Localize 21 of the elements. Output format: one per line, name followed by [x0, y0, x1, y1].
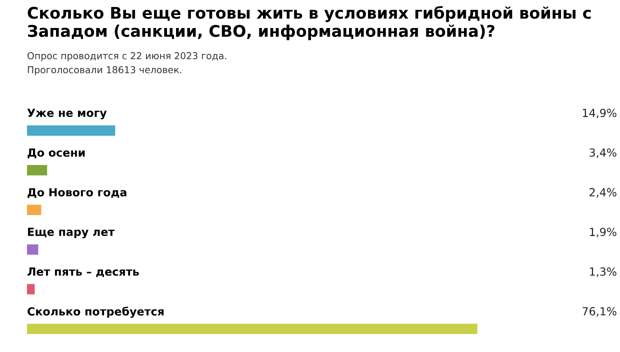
y-tick-label: До Нового года [28, 188, 126, 198]
y-tick-label: Лет пять – десять [28, 268, 139, 278]
data-label: 14,9% [582, 108, 616, 118]
text: Проголосовали 18613 человек. [28, 66, 182, 76]
bar [27, 125, 116, 136]
data-label: 76,1% [582, 307, 616, 317]
bar [27, 324, 478, 334]
text: Опрос проводится с 22 июня 2023 года. [28, 52, 226, 62]
data-label: 3,4% [590, 148, 616, 158]
y-tick-label: Еще пару лет [28, 228, 115, 238]
y-tick-label: Сколько потребуется [28, 306, 164, 318]
data-label: 2,4% [590, 188, 616, 198]
bar [27, 244, 38, 255]
y-tick-label: До осени [28, 148, 85, 158]
data-label: 1,9% [590, 228, 616, 238]
bar [27, 165, 48, 176]
chart-title: Сколько Вы еще готовы жить в условиях гибридной войны с Западом (санкции, СВО, информационная война)? [28, 6, 591, 40]
data-label: 1,3% [590, 267, 616, 277]
bar [27, 204, 42, 216]
bar [27, 284, 35, 294]
y-tick-label: Уже не могу [27, 108, 107, 120]
